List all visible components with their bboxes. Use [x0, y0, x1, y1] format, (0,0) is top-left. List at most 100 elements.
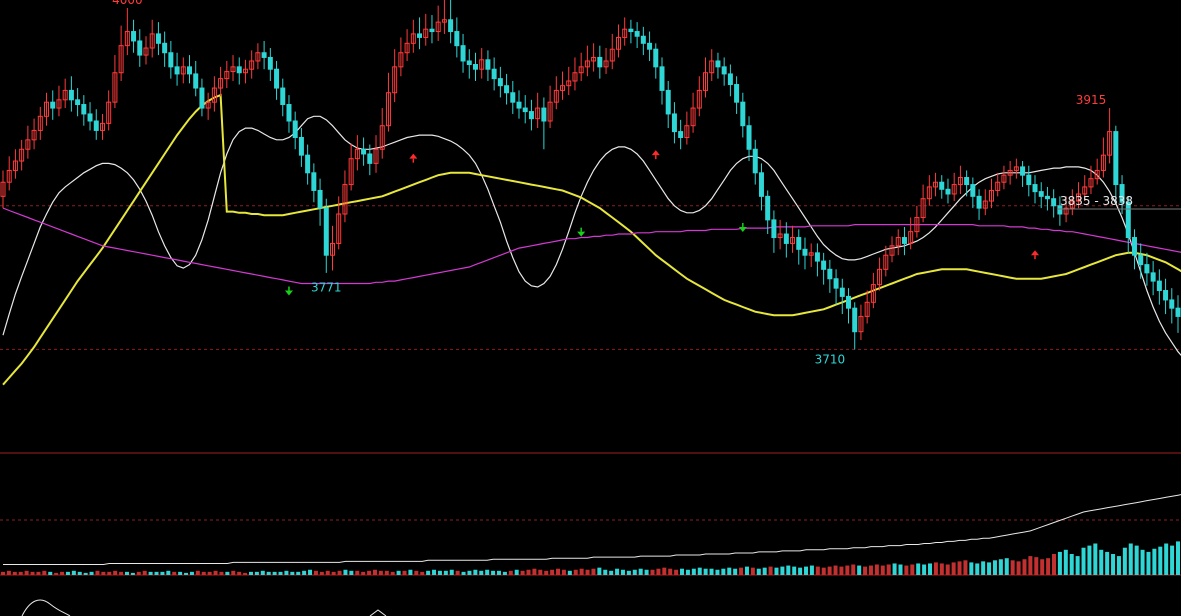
candle-body [659, 66, 665, 91]
volume-bar [1176, 541, 1180, 575]
volume-bar [544, 570, 549, 575]
candle-body [609, 48, 615, 62]
candle-body [1169, 299, 1175, 309]
candle-body [790, 237, 796, 244]
volume-bar [739, 567, 744, 575]
candle-body [1119, 184, 1125, 203]
volume-bar [467, 570, 472, 575]
volume-bar [266, 571, 271, 575]
candle-body [535, 107, 541, 120]
candle-body [25, 139, 31, 150]
candle-body [1138, 254, 1144, 266]
volume-bar [219, 571, 224, 575]
volume-bar [12, 571, 17, 575]
volume-bar [538, 569, 543, 575]
candle-body [528, 111, 534, 120]
volume-bar [591, 568, 596, 575]
candle-body [497, 78, 503, 87]
volume-bar [626, 570, 631, 575]
volume-bar [886, 564, 891, 575]
volume-bar [809, 565, 814, 575]
moving-average-line [2, 207, 1181, 285]
candlesticks [0, 0, 1181, 350]
volume-bar [715, 569, 720, 575]
candle-body [305, 154, 311, 174]
volume-bar [1152, 548, 1157, 575]
candle-body [914, 217, 920, 233]
volume-bar [1057, 551, 1062, 575]
volume-bar [703, 568, 708, 575]
candle-body [634, 31, 640, 37]
candle-body [1131, 237, 1137, 256]
volume-bar [420, 571, 425, 575]
volume-bar [874, 564, 879, 575]
candle-body [752, 148, 758, 174]
volume-bar [148, 571, 153, 575]
volume-bar [54, 572, 59, 575]
volume-bar [142, 570, 147, 575]
volume-bar [213, 570, 218, 575]
volume-bar [697, 567, 702, 575]
candle-body [522, 107, 528, 113]
candle-body [1007, 169, 1013, 176]
volume-bar [774, 567, 779, 575]
volume-bar [178, 571, 183, 575]
candle-body [211, 87, 217, 103]
indicator-line-fragment [21, 599, 71, 616]
candle-body [124, 31, 130, 47]
candle-body [516, 101, 522, 109]
candle-body [410, 33, 416, 44]
volume-bar [650, 569, 655, 575]
volume-bar [325, 570, 330, 575]
candle-body [939, 181, 945, 190]
price-annotation-label: 4000 [112, 0, 143, 7]
volume-bar [981, 561, 986, 575]
volume-bar [372, 569, 377, 575]
candle-body [155, 33, 161, 44]
candle-body [572, 72, 578, 82]
candle-body [174, 66, 180, 75]
volume-bar [426, 570, 431, 575]
volume-bar [443, 570, 448, 575]
up-arrow-icon [409, 153, 418, 163]
candle-body [342, 184, 348, 215]
volume-average-line [3, 494, 1181, 565]
volume-bar [768, 566, 773, 575]
volume-bar [237, 571, 242, 575]
volume-bar [550, 569, 555, 575]
volume-bar [18, 571, 23, 575]
volume-bar [721, 568, 726, 575]
volume-bar [319, 571, 324, 575]
volume-bar [1111, 554, 1116, 575]
candle-body [566, 80, 572, 87]
candle-body [1032, 184, 1038, 193]
volume-bar [225, 571, 230, 575]
candle-body [1038, 191, 1044, 197]
candle-body [398, 52, 404, 68]
volume-bar [1087, 545, 1092, 575]
volume-bar [402, 570, 407, 575]
volume-bar [928, 563, 933, 575]
candle-body [1044, 195, 1050, 200]
volume-bar [632, 569, 637, 575]
volume-bar [987, 562, 992, 575]
volume-bar [1034, 557, 1039, 575]
candle-body [678, 131, 684, 138]
volume-bar [390, 571, 395, 575]
volume-bar [1134, 545, 1139, 575]
volume-bar [243, 572, 248, 575]
volume-bar [6, 570, 11, 575]
candle-body [1125, 201, 1131, 239]
volume-bar [313, 570, 318, 575]
candle-body [846, 295, 852, 309]
candle-body [454, 31, 460, 47]
moving-average-line [2, 93, 1181, 386]
volume-bar [60, 571, 65, 575]
candle-body [361, 148, 367, 155]
volume-bar [556, 568, 561, 575]
volume-bar [201, 571, 206, 575]
candle-body [6, 169, 12, 183]
candle-body [1144, 264, 1150, 274]
volume-bar [491, 570, 496, 575]
